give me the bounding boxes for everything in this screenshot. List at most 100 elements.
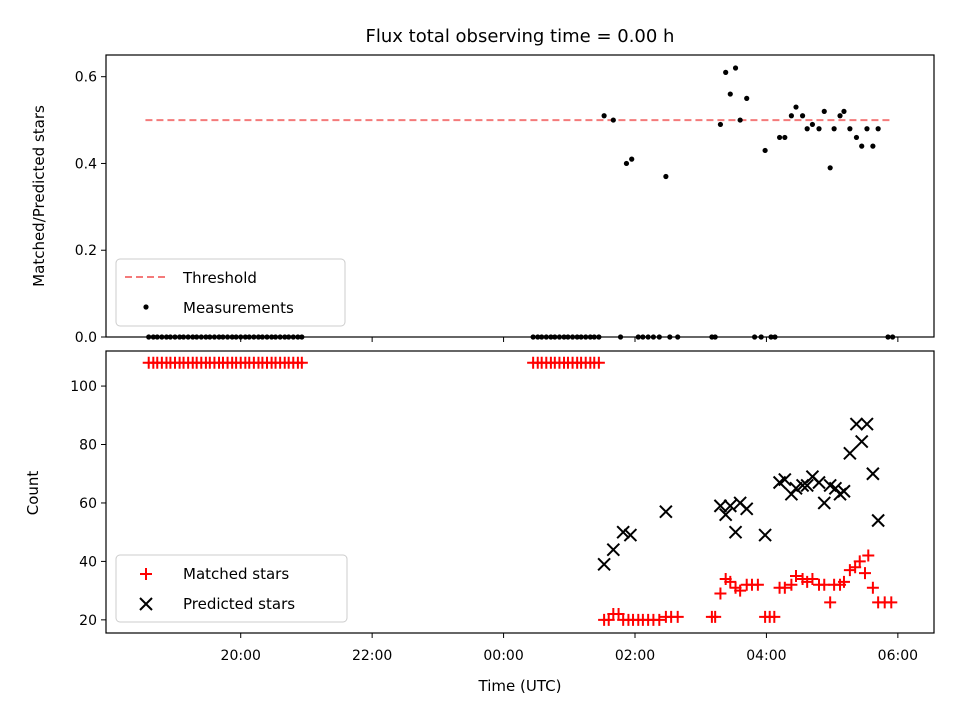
predicted-star-point: [843, 446, 857, 460]
count-y-tick-label: 20: [79, 613, 97, 629]
measurement-point: [610, 117, 616, 123]
matched-star-point: [866, 581, 879, 594]
count-y-axis-label: Count: [24, 471, 42, 516]
matched-star-point: [801, 575, 814, 588]
matched-star-point: [837, 575, 850, 588]
x-tick-label: 04:00: [746, 648, 786, 664]
predicted-star-point: [860, 417, 874, 431]
measurement-point: [788, 113, 795, 119]
matched-star-point: [790, 570, 802, 583]
measurement-point: [804, 126, 810, 132]
measurement-point: [793, 104, 799, 110]
measurement-point: [663, 173, 669, 180]
matched-star-point: [751, 578, 764, 591]
measurement-point: [875, 126, 881, 132]
predicted-star-point: [728, 525, 743, 539]
predicted-star-point: [606, 543, 621, 557]
measurement-point: [723, 69, 729, 75]
matched-legend-label: Matched stars: [183, 565, 289, 583]
measurement-point: [853, 134, 860, 141]
x-tick-label: 02:00: [615, 648, 655, 664]
predicted-star-point: [778, 472, 792, 487]
matched-star-point: [853, 555, 866, 568]
measurement-point: [601, 113, 607, 119]
measurement-point: [717, 121, 724, 128]
measurement-point: [623, 160, 630, 167]
predicted-legend-swatch: [139, 597, 153, 611]
predicted-star-point: [597, 557, 611, 572]
count-y-tick-label: 60: [79, 496, 97, 512]
measurement-point: [816, 126, 822, 132]
predicted-star-point: [758, 528, 772, 542]
count-legend-box: [115, 554, 348, 623]
ratio-y-tick-label: 0.4: [75, 156, 97, 172]
predicted-star-point: [812, 475, 826, 490]
x-tick-label: 20:00: [221, 648, 261, 664]
measurement-point: [870, 143, 876, 149]
measurement-point: [864, 126, 870, 132]
matched-star-point: [768, 610, 781, 623]
measurement-point: [782, 134, 788, 141]
measurement-point: [776, 134, 783, 141]
measurements-legend-label: Measurements: [183, 299, 294, 317]
ratio-legend-box: [115, 258, 346, 327]
measurement-point: [732, 65, 739, 71]
matched-star-point: [724, 575, 737, 588]
predicted-star-point: [837, 484, 851, 498]
count-y-tick-label: 40: [79, 554, 97, 570]
predicted-star-point: [718, 507, 733, 522]
predicted-star-point: [723, 499, 737, 513]
matched-star-point: [653, 613, 666, 626]
ratio-y-tick-label: 0.6: [75, 70, 97, 86]
measurement-point: [744, 95, 750, 101]
matched-star-point: [862, 549, 875, 562]
x-tick-label: 22:00: [352, 648, 392, 664]
measurement-point: [727, 91, 733, 97]
x-tick-label: 06:00: [878, 648, 918, 664]
measurement-point: [821, 108, 827, 114]
predicted-legend-label: Predicted stars: [183, 595, 295, 613]
matched-star-point: [885, 596, 898, 609]
matched-star-point: [824, 596, 837, 609]
ratio-legend: Threshold Measurements: [115, 258, 346, 327]
matched-star-point: [734, 584, 747, 597]
x-axis-label: Time (UTC): [478, 677, 562, 695]
measurement-point: [629, 156, 635, 162]
predicted-star-point: [849, 417, 864, 431]
count-y-tick-label: 100: [70, 379, 97, 395]
count-y-tick-label: 80: [79, 438, 97, 454]
predicted-star-point: [817, 496, 831, 510]
matched-star-point: [785, 578, 798, 591]
matched-star-point: [778, 581, 791, 594]
predicted-star-point: [616, 525, 630, 539]
matched-star-point: [843, 564, 856, 577]
predicted-star-point: [623, 528, 638, 542]
predicted-star-point: [740, 502, 754, 516]
count-axes-frame: [105, 350, 935, 634]
predicted-star-point: [866, 467, 880, 481]
matched-star-point: [671, 610, 684, 623]
ratio-axes-frame: [105, 54, 935, 338]
count-panel: 20 40 60 80 100 20:00 22:00 00:00 02:00 04:00 06:…: [24, 350, 935, 695]
measurement-point: [762, 147, 768, 154]
matched-star-point: [709, 610, 722, 623]
chart-title: Flux total observing time = 0.00 h: [366, 26, 675, 47]
ratio-panel: 0.0 0.2 0.4 0.6 Matched/Predicted stars Thr…: [30, 54, 935, 346]
measurements-legend-swatch: [143, 304, 149, 310]
predicted-star-point: [789, 481, 803, 496]
measurement-point: [737, 117, 743, 123]
measurement-point: [847, 126, 853, 132]
predicted-star-point: [871, 513, 885, 528]
measurement-point: [831, 126, 837, 132]
ratio-y-axis-label: Matched/Predicted stars: [30, 105, 48, 287]
measurement-point: [827, 165, 833, 171]
predicted-star-point: [713, 499, 728, 513]
ratio-y-tick-label: 0.2: [75, 243, 97, 259]
x-tick-label: 00:00: [483, 648, 523, 664]
measurement-point: [841, 108, 847, 114]
matched-star-point: [806, 572, 819, 585]
matched-star-point: [859, 567, 871, 580]
ratio-y-tick-label: 0.0: [75, 330, 97, 346]
matched-star-point: [592, 356, 605, 369]
